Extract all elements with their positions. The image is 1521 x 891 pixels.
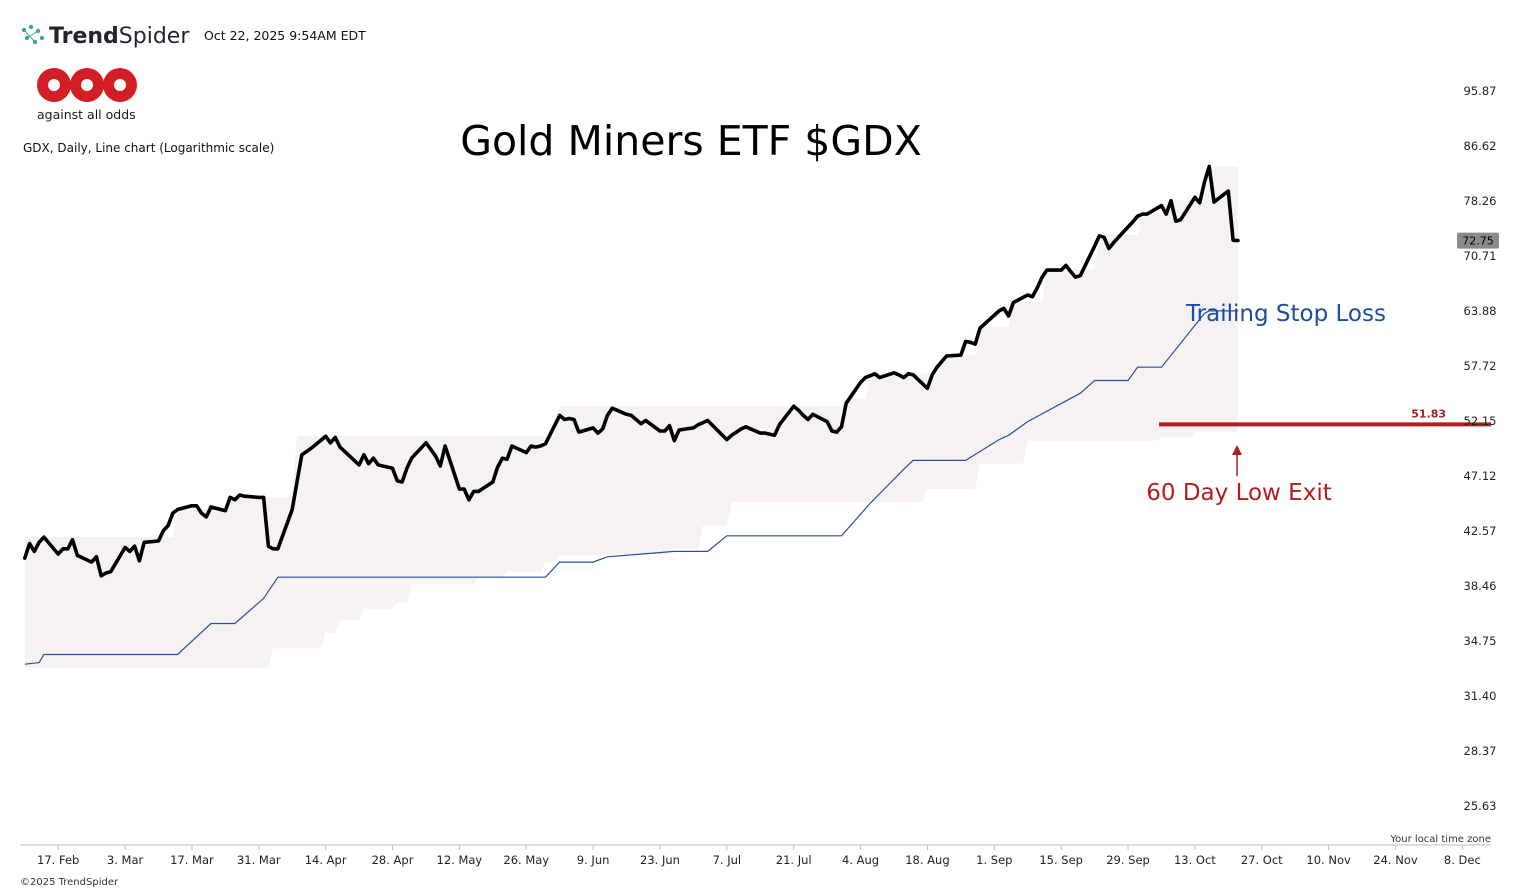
x-tick-label: 18. Aug: [905, 853, 949, 867]
x-tick-label: 17. Feb: [37, 853, 79, 867]
y-tick-label: 25.63: [1464, 799, 1497, 813]
plot-area: 51.83 72.75 95.87 86.62 78.26 70.71 63.88 57.72…: [20, 84, 1499, 867]
x-tick-label: 21. Jul: [776, 853, 812, 867]
exit-arrow-icon: [1232, 445, 1242, 455]
y-tick-label: 95.87: [1464, 84, 1497, 98]
y-tick-label: 78.26: [1464, 194, 1497, 208]
against-all-odds-logo-icon: [37, 68, 137, 102]
y-tick-label: 38.46: [1464, 579, 1497, 593]
x-tick-label: 10. Nov: [1306, 853, 1351, 867]
y-tick-label: 57.72: [1464, 359, 1497, 373]
y-tick-label: 86.62: [1464, 139, 1497, 153]
x-tick-label: 4. Aug: [842, 853, 879, 867]
brand-name-bold: Trend: [49, 24, 119, 49]
x-tick-label: 15. Sep: [1039, 853, 1083, 867]
x-tick-label: 17. Mar: [170, 853, 214, 867]
chart-title: Gold Miners ETF $GDX: [460, 117, 922, 165]
x-tick-label: 31. Mar: [237, 853, 281, 867]
brand-name: TrendSpider: [49, 24, 190, 49]
x-tick-label: 13. Oct: [1174, 853, 1216, 867]
copyright: ©2025 TrendSpider: [20, 877, 119, 888]
y-tick-label: 47.12: [1464, 469, 1497, 483]
timezone-label[interactable]: Your local time zone: [1389, 834, 1491, 845]
x-tick-label: 9. Jun: [577, 853, 610, 867]
trailing-stop-line: [24, 310, 1238, 665]
y-tick-label: 42.57: [1464, 524, 1497, 538]
x-tick-label: 24. Nov: [1373, 853, 1418, 867]
x-tick-label: 3. Mar: [107, 853, 144, 867]
trailing-stop-label: Trailing Stop Loss: [1185, 301, 1386, 327]
exit-label: 60 Day Low Exit: [1146, 480, 1331, 506]
last-price-value: 72.75: [1462, 235, 1494, 248]
y-tick-label: 34.75: [1464, 634, 1497, 648]
y-tick-label: 31.40: [1464, 689, 1497, 703]
y-tick-label: 63.88: [1464, 304, 1497, 318]
brand-name-light: Spider: [119, 24, 191, 49]
x-tick-label: 14. Apr: [305, 853, 347, 867]
x-tick-label: 26. May: [503, 853, 549, 867]
x-tick-label: 29. Sep: [1106, 853, 1150, 867]
logo-caption: against all odds: [37, 107, 136, 122]
x-tick-label: 27. Oct: [1241, 853, 1283, 867]
x-tick-label: 23. Jun: [640, 853, 680, 867]
x-tick-label: 7. Jul: [713, 853, 742, 867]
x-tick-label: 28. Apr: [372, 853, 414, 867]
y-tick-label: 70.71: [1464, 249, 1497, 263]
x-tick-label: 1. Sep: [976, 853, 1012, 867]
trendspider-logo-icon: [21, 24, 45, 45]
timestamp: Oct 22, 2025 9:54AM EDT: [204, 28, 366, 43]
chart-subtitle: GDX, Daily, Line chart (Logarithmic scal…: [23, 141, 274, 155]
exit-level-value: 51.83: [1411, 407, 1446, 420]
x-tick-label: 8. Dec: [1444, 853, 1481, 867]
y-tick-label: 28.37: [1464, 744, 1497, 758]
x-tick-label: 12. May: [437, 853, 483, 867]
y-tick-label: 52.15: [1464, 414, 1497, 428]
last-price-tag: [1457, 232, 1499, 249]
price-line: [23, 164, 1240, 578]
